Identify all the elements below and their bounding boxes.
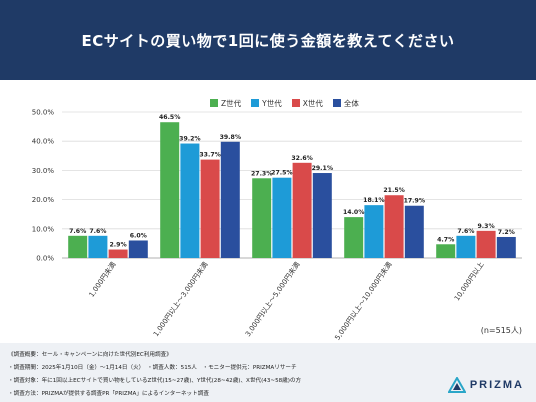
logo-text: PRIZMA — [469, 379, 524, 391]
data-label: 46.5% — [159, 114, 180, 121]
bar — [200, 159, 220, 258]
bar — [476, 230, 496, 258]
legend-swatch-all — [332, 99, 341, 107]
bar — [292, 162, 312, 258]
data-label: 21.5% — [383, 187, 404, 194]
category-label: 1,000円未満 — [87, 260, 118, 299]
bar — [272, 177, 292, 258]
data-label: 4.7% — [437, 236, 454, 243]
legend-label-z: Z世代 — [221, 98, 242, 108]
bar — [68, 235, 88, 258]
bar — [160, 122, 180, 258]
prizma-logo: PRIZMA — [447, 376, 524, 394]
bar — [128, 240, 148, 258]
legend-label-y: Y世代 — [262, 98, 282, 108]
data-label: 7.6% — [69, 228, 86, 235]
survey-line-method: ・調査方法：PRIZMAが提供する調査PR「PRIZMA」によるインターネット調… — [8, 391, 209, 397]
chart-title: ECサイトの買い物で1回に使う金額を教えてください — [81, 32, 455, 50]
data-label: 14.0% — [343, 209, 364, 216]
legend-item-all: 全体 — [332, 98, 359, 109]
bar — [220, 141, 240, 258]
legend-swatch-z — [210, 99, 218, 107]
data-label: 18.1% — [363, 197, 384, 204]
bar — [252, 178, 272, 258]
bar — [384, 195, 404, 258]
legend-item-y: Y世代 — [251, 98, 282, 109]
sample-size-note: (n=515人) — [480, 326, 522, 335]
data-label: 7.2% — [498, 229, 515, 236]
data-label: 7.6% — [457, 228, 474, 235]
data-label: 39.2% — [179, 136, 200, 143]
bar — [496, 236, 516, 258]
data-label: 6.0% — [130, 232, 147, 239]
bar-chart: 0.0%10.0%20.0%30.0%40.0%50.0%7.6% 7.6%2.9… — [32, 109, 522, 342]
legend: Z世代 Y世代 X世代 全体 — [210, 96, 359, 110]
data-label: 39.8% — [220, 134, 241, 141]
data-label: 32.6% — [291, 155, 312, 162]
bar — [436, 244, 456, 258]
y-tick-label: 0.0% — [36, 255, 54, 263]
bar — [312, 173, 332, 258]
data-label: 33.7% — [199, 152, 220, 159]
y-tick-label: 10.0% — [32, 225, 55, 233]
data-label: 9.3% — [478, 223, 495, 230]
y-tick-label: 20.0% — [32, 196, 55, 204]
bar — [404, 205, 424, 258]
y-tick-label: 50.0% — [32, 109, 55, 117]
data-label: 29.1% — [312, 165, 333, 172]
header-banner: ECサイトの買い物で1回に使う金額を教えてください — [0, 0, 536, 80]
y-tick-label: 40.0% — [32, 138, 55, 146]
legend-label-all: 全体 — [343, 98, 359, 108]
data-label: 27.5% — [271, 170, 292, 177]
legend-swatch-x — [291, 99, 300, 107]
data-label: 17.9% — [404, 198, 425, 205]
legend-item-z: Z世代 — [210, 98, 241, 109]
prizma-logo-icon — [447, 377, 466, 393]
y-tick-label: 30.0% — [32, 167, 55, 175]
data-label: 7.6% — [89, 228, 106, 235]
bar — [344, 217, 364, 258]
bar — [456, 235, 476, 258]
legend-swatch-y — [251, 99, 260, 107]
bar — [364, 205, 384, 258]
survey-line-target: ・調査対象：年に1回以上ECサイトで買い物をしているZ世代(15~27歳)、Y世… — [8, 378, 302, 384]
survey-line-heading: 《調査概要：セール・キャンペーンに向けた世代別EC利用調査》 — [8, 352, 172, 358]
category-label: 1,000円以上～3,000円未満 — [151, 260, 209, 338]
bar — [180, 143, 200, 258]
survey-summary: 《調査概要：セール・キャンペーンに向けた世代別EC利用調査》 ・調査期間：202… — [0, 343, 536, 402]
category-label: 5,000円以上～10,000円未満 — [333, 260, 394, 342]
bar — [108, 249, 128, 258]
category-label: 10,000円以上 — [452, 260, 485, 302]
legend-label-x: X世代 — [302, 98, 323, 108]
category-label: 3,000円以上～5,000円未満 — [243, 260, 301, 338]
data-label: 27.3% — [251, 170, 272, 177]
data-label: 2.9% — [110, 242, 127, 249]
survey-line-period: ・調査期間：2025年1月10日（金）～1月14日（火） ・調査人数：515人 … — [8, 365, 297, 371]
bar — [88, 235, 108, 258]
legend-item-x: X世代 — [291, 98, 323, 109]
